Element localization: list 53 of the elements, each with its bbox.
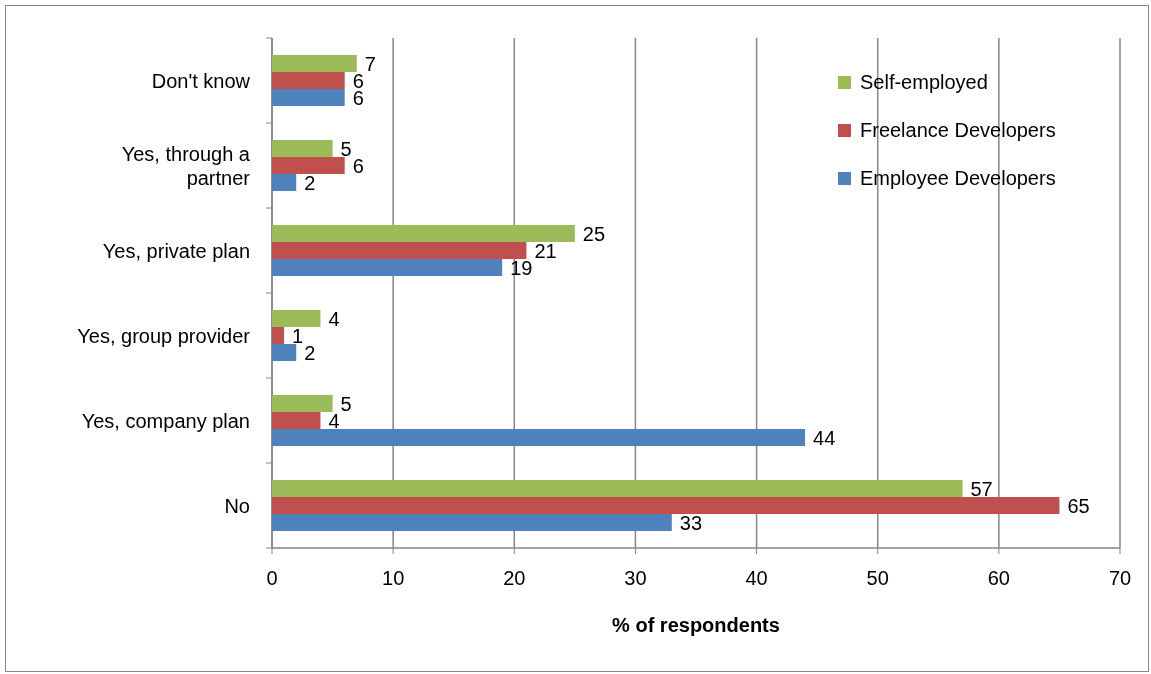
bar xyxy=(272,327,285,344)
bar xyxy=(272,140,333,157)
data-label: 44 xyxy=(813,426,836,449)
bar xyxy=(272,310,321,327)
data-label: 7 xyxy=(364,52,376,75)
data-label: 2 xyxy=(304,341,316,364)
bar xyxy=(272,174,297,191)
x-tick-label: 30 xyxy=(624,567,647,589)
y-tick-label: No xyxy=(224,494,250,517)
bar xyxy=(272,429,806,446)
x-axis-title: % of respondents xyxy=(612,614,780,636)
bar xyxy=(272,89,345,106)
data-label: 2 xyxy=(304,171,316,194)
x-tick-label: 40 xyxy=(745,567,768,589)
data-label: 1 xyxy=(292,324,304,347)
data-label: 57 xyxy=(970,477,993,500)
bar xyxy=(272,497,1060,514)
x-tick-label: 50 xyxy=(866,567,889,589)
x-tick-label: 70 xyxy=(1108,567,1132,589)
data-label: 21 xyxy=(534,239,557,262)
bar xyxy=(272,242,527,259)
bar xyxy=(272,480,963,497)
data-label: 4 xyxy=(328,307,340,330)
y-tick-label: Yes, group provider xyxy=(77,324,251,347)
legend-label: Employee Developers xyxy=(860,167,1056,189)
legend-label: Self-employed xyxy=(860,71,988,93)
data-label: 5 xyxy=(340,137,352,160)
legend-label: Freelance Developers xyxy=(860,119,1056,141)
bar xyxy=(272,514,672,531)
bar xyxy=(272,225,575,242)
data-label: 4 xyxy=(328,409,340,432)
bar xyxy=(272,395,333,412)
bar xyxy=(272,157,345,174)
bar xyxy=(272,72,345,89)
data-label: 65 xyxy=(1067,494,1090,517)
bar xyxy=(272,412,321,429)
x-tick-label: 60 xyxy=(987,567,1010,589)
data-label: 6 xyxy=(352,69,364,92)
data-label: 6 xyxy=(352,154,364,177)
data-label: 5 xyxy=(340,392,352,415)
data-label: 19 xyxy=(510,256,533,279)
x-tick-label: 20 xyxy=(503,567,526,589)
bar xyxy=(272,344,297,361)
x-tick-label: 0 xyxy=(266,567,278,589)
x-tick-label: 10 xyxy=(382,567,405,589)
bar xyxy=(272,55,357,72)
data-label: 25 xyxy=(582,222,606,245)
y-tick-label: Yes, private plan xyxy=(102,239,250,262)
bar xyxy=(272,259,503,276)
y-tick-label: Yes, through a partner xyxy=(121,142,251,189)
data-label: 33 xyxy=(679,511,703,534)
y-tick-label: Yes, company plan xyxy=(81,409,250,432)
y-tick-label: Don't know xyxy=(151,69,251,92)
